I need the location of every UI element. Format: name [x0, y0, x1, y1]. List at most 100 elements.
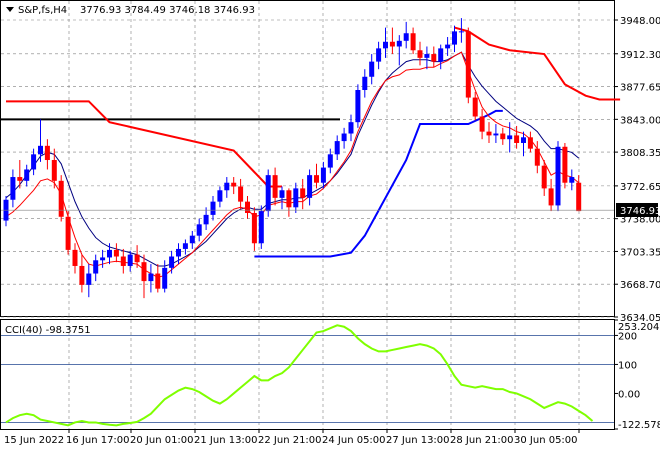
- time-tick-label: 21 Jun 13:00: [194, 435, 258, 446]
- time-tick-label: 27 Jun 13:00: [386, 435, 450, 446]
- candle-body[interactable]: [238, 186, 244, 202]
- price-tick-label: 3877.65: [620, 83, 660, 94]
- candle-body[interactable]: [169, 256, 175, 268]
- candle-body[interactable]: [438, 48, 444, 62]
- candle-body[interactable]: [389, 41, 395, 47]
- candle-body[interactable]: [355, 90, 361, 123]
- candle-body[interactable]: [44, 145, 50, 161]
- candle-body[interactable]: [500, 133, 506, 140]
- candle-body[interactable]: [24, 169, 30, 181]
- candle-body[interactable]: [113, 249, 119, 257]
- candle-body[interactable]: [458, 31, 464, 33]
- candle-body[interactable]: [210, 201, 216, 215]
- candle-body[interactable]: [541, 165, 547, 189]
- candle-body[interactable]: [562, 146, 568, 183]
- candle-body[interactable]: [141, 262, 147, 282]
- candle-body[interactable]: [189, 235, 195, 244]
- candle-body[interactable]: [521, 137, 526, 143]
- candle-body[interactable]: [107, 249, 112, 258]
- candle-body[interactable]: [258, 211, 264, 244]
- candle-body[interactable]: [472, 97, 478, 117]
- candle-body[interactable]: [127, 254, 133, 266]
- candle-body[interactable]: [514, 135, 520, 143]
- candle-body[interactable]: [265, 175, 271, 212]
- candle-body[interactable]: [569, 177, 575, 183]
- candle-body[interactable]: [31, 154, 37, 170]
- candle-body[interactable]: [452, 31, 457, 45]
- candle-body[interactable]: [314, 175, 319, 183]
- price-tick-label: 3912.30: [620, 50, 660, 61]
- candle-body[interactable]: [58, 180, 64, 217]
- candle-body[interactable]: [396, 40, 402, 47]
- time-tick-label: 20 Jun 01:00: [130, 435, 194, 446]
- candle-body[interactable]: [251, 212, 257, 244]
- candle-body[interactable]: [555, 146, 561, 206]
- candle-body[interactable]: [486, 131, 492, 136]
- candle-body[interactable]: [507, 135, 513, 140]
- candle-body[interactable]: [465, 31, 471, 98]
- candle-body[interactable]: [279, 190, 285, 198]
- candle-body[interactable]: [293, 188, 299, 208]
- candle-body[interactable]: [431, 54, 437, 62]
- candle-body[interactable]: [65, 216, 71, 250]
- candle-body[interactable]: [348, 122, 354, 134]
- candle-body[interactable]: [120, 256, 126, 266]
- candle-body[interactable]: [272, 175, 278, 198]
- candle-body[interactable]: [307, 175, 313, 198]
- price-series: [0, 18, 621, 299]
- candle-body[interactable]: [417, 50, 423, 58]
- candle-body[interactable]: [403, 33, 409, 41]
- cci-tick-label: 253.2041: [618, 322, 660, 333]
- candle-body[interactable]: [176, 248, 181, 257]
- candle-body[interactable]: [203, 214, 209, 225]
- candle-body[interactable]: [548, 188, 554, 206]
- candle-body[interactable]: [286, 190, 292, 208]
- candle-body[interactable]: [86, 273, 92, 285]
- candle-body[interactable]: [245, 201, 250, 213]
- candle-body[interactable]: [479, 116, 485, 132]
- candle-body[interactable]: [300, 188, 306, 198]
- candle-body[interactable]: [10, 177, 16, 200]
- candle-body[interactable]: [362, 76, 368, 91]
- time-tick-label: 30 Jun 05:00: [514, 435, 578, 446]
- candle-body[interactable]: [217, 190, 223, 202]
- candle-body[interactable]: [527, 137, 533, 149]
- candle-body[interactable]: [148, 273, 154, 282]
- candle-body[interactable]: [493, 133, 499, 136]
- candle-body[interactable]: [534, 148, 540, 166]
- candle-body[interactable]: [100, 257, 106, 261]
- candle-body[interactable]: [72, 249, 78, 266]
- candle-body[interactable]: [17, 177, 23, 181]
- cci-line: [5, 324, 594, 427]
- candle-body[interactable]: [231, 182, 237, 187]
- candle-body[interactable]: [162, 267, 168, 289]
- candle-body[interactable]: [376, 48, 382, 62]
- price-axis: 3948.00 3912.30 3877.65 3843.00 3808.35 3772.…: [614, 16, 660, 324]
- candle-body[interactable]: [196, 224, 202, 236]
- candle-body[interactable]: [155, 273, 161, 289]
- candle-body[interactable]: [424, 54, 430, 58]
- candle-body[interactable]: [327, 154, 333, 168]
- candle-body[interactable]: [369, 61, 375, 77]
- candle-body[interactable]: [51, 160, 57, 181]
- candle-body[interactable]: [134, 254, 140, 263]
- candle-body[interactable]: [334, 141, 340, 155]
- price-panel[interactable]: [0, 0, 615, 317]
- collapse-triangle-icon[interactable]: [6, 7, 14, 12]
- candle-body[interactable]: [341, 133, 347, 142]
- candle-body[interactable]: [224, 182, 230, 191]
- price-tick-label: 3843.00: [620, 115, 660, 126]
- cci-panel[interactable]: [0, 319, 615, 430]
- candle-body[interactable]: [182, 243, 188, 249]
- candle-body[interactable]: [576, 182, 582, 212]
- candle-body[interactable]: [93, 260, 99, 274]
- candle-body[interactable]: [383, 41, 388, 49]
- candle-body[interactable]: [79, 265, 85, 285]
- candle-body[interactable]: [410, 33, 416, 51]
- candle-body[interactable]: [38, 145, 43, 155]
- candle-body[interactable]: [445, 44, 451, 49]
- candle-body[interactable]: [320, 167, 326, 183]
